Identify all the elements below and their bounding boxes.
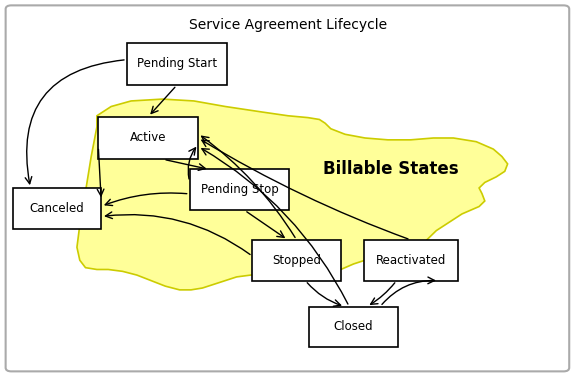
FancyBboxPatch shape (309, 306, 398, 347)
FancyBboxPatch shape (252, 240, 341, 280)
FancyBboxPatch shape (13, 188, 101, 229)
Text: Closed: Closed (334, 320, 373, 334)
Text: Stopped: Stopped (272, 254, 321, 267)
FancyBboxPatch shape (190, 170, 289, 210)
FancyBboxPatch shape (127, 42, 227, 85)
Text: Pending Stop: Pending Stop (200, 183, 278, 196)
Text: Active: Active (130, 132, 166, 144)
Text: Pending Start: Pending Start (137, 58, 217, 70)
Text: Billable States: Billable States (323, 161, 458, 179)
Text: Service Agreement Lifecycle: Service Agreement Lifecycle (189, 18, 387, 32)
Text: Canceled: Canceled (29, 202, 84, 215)
FancyBboxPatch shape (363, 240, 458, 280)
FancyBboxPatch shape (98, 117, 198, 159)
FancyBboxPatch shape (6, 5, 569, 371)
Text: Reactivated: Reactivated (376, 254, 446, 267)
Polygon shape (77, 99, 507, 290)
